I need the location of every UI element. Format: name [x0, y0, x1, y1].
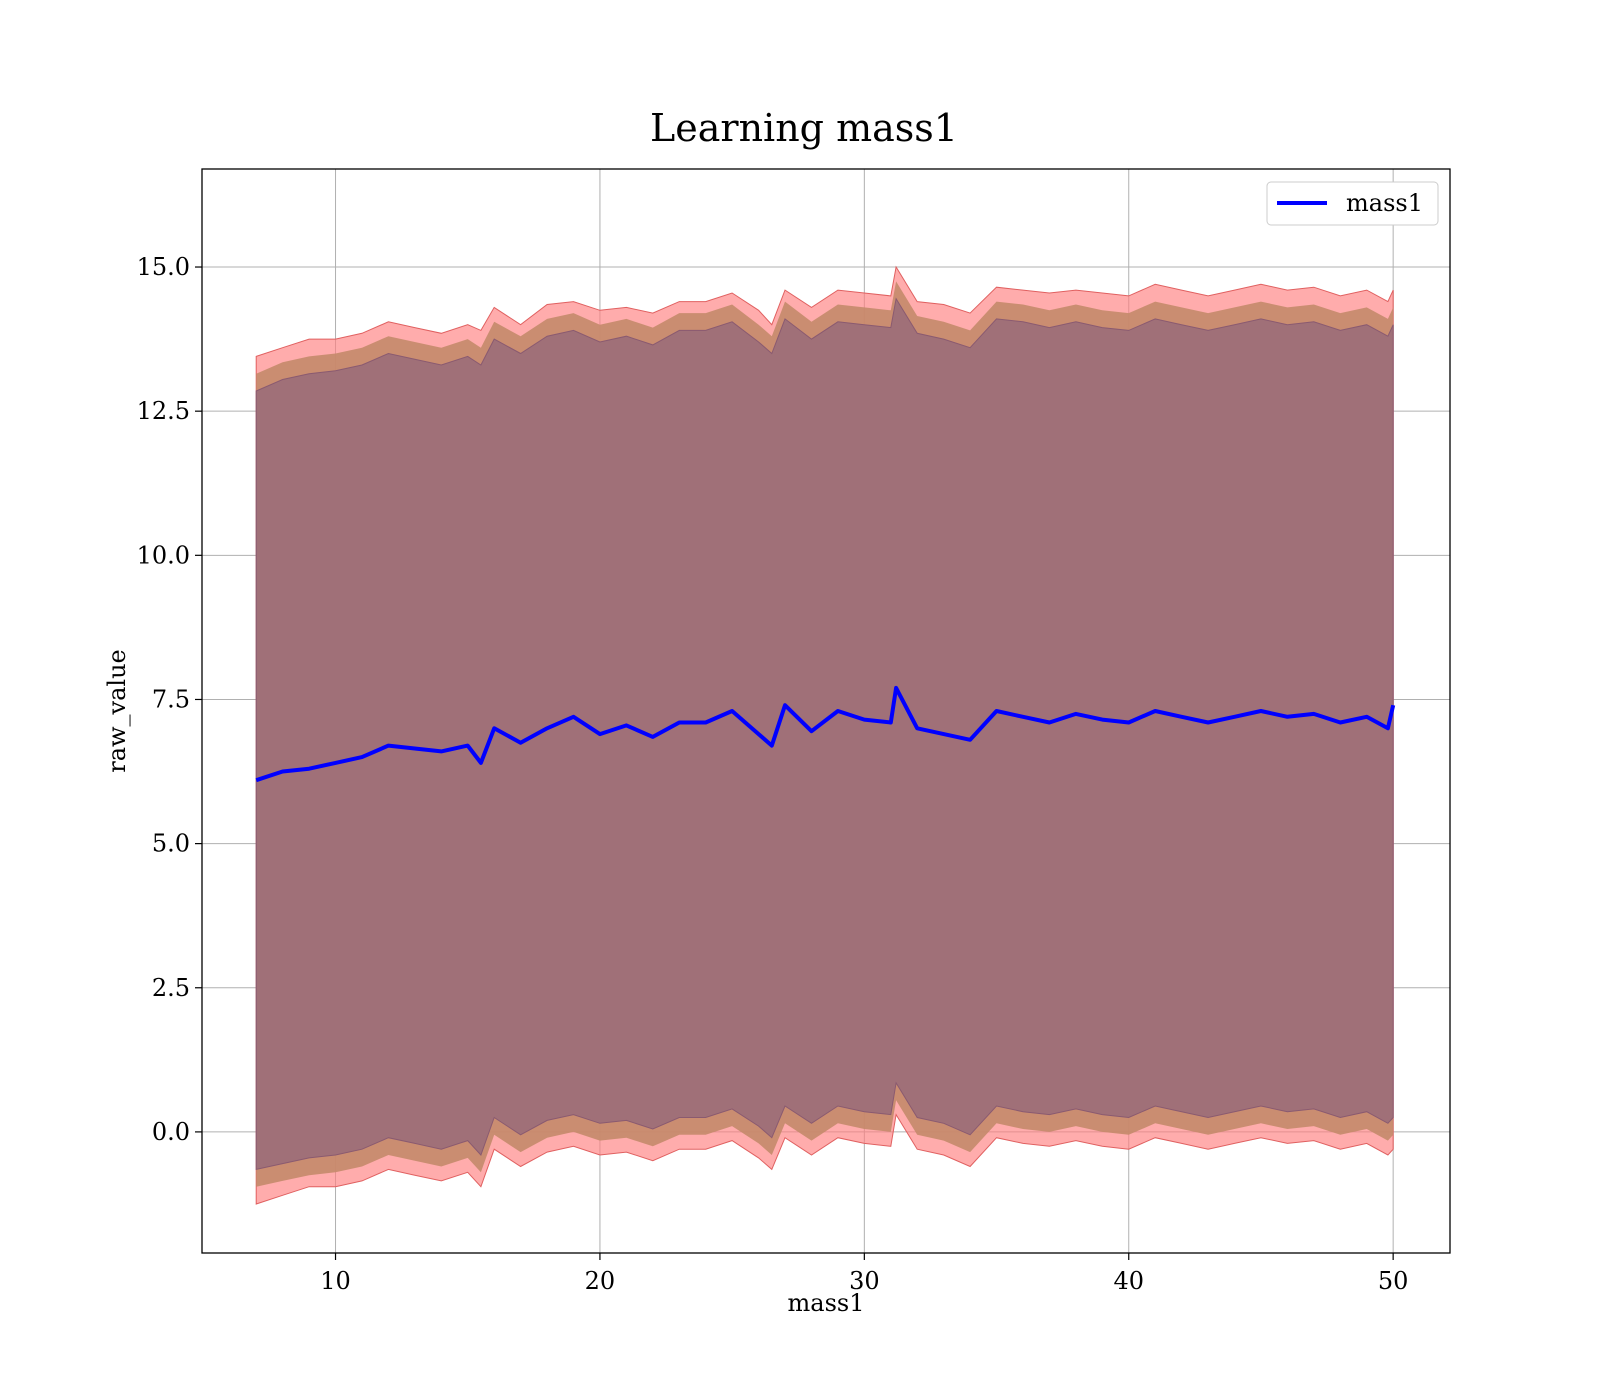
chart-title: Learning mass1 [650, 106, 958, 150]
plot-frame [201, 168, 1451, 1254]
x-tick-label: 40 [1113, 1267, 1144, 1295]
y-tick-label: 10.0 [137, 541, 190, 569]
y-axis-label: raw_value [103, 649, 131, 773]
x-axis-ticks: 10 20 30 40 50 [320, 1253, 1408, 1295]
legend-box [1266, 181, 1439, 226]
y-tick-label: 12.5 [137, 397, 190, 425]
plot-area [201, 168, 1451, 1254]
x-tick-label: 10 [320, 1267, 351, 1295]
y-tick-label: 2.5 [152, 974, 190, 1002]
band-inner [255, 297, 1394, 1171]
legend: mass1 [1266, 181, 1439, 226]
y-tick-label: 0.0 [152, 1118, 190, 1146]
y-axis-ticks: 0.0 2.5 5.0 7.5 10.0 12.5 15.0 [137, 253, 202, 1146]
x-tick-label: 50 [1378, 1267, 1409, 1295]
x-axis-label: mass1 [788, 1289, 865, 1317]
y-tick-label: 7.5 [152, 685, 190, 713]
legend-label-mass1: mass1 [1346, 189, 1423, 217]
y-tick-label: 15.0 [137, 253, 190, 281]
x-tick-label: 20 [585, 1267, 616, 1295]
bands [255, 265, 1394, 1205]
series-line-mass1 [255, 685, 1396, 783]
y-tick-label: 5.0 [152, 830, 190, 858]
lines [255, 685, 1396, 783]
x-tick-label: 30 [849, 1267, 880, 1295]
